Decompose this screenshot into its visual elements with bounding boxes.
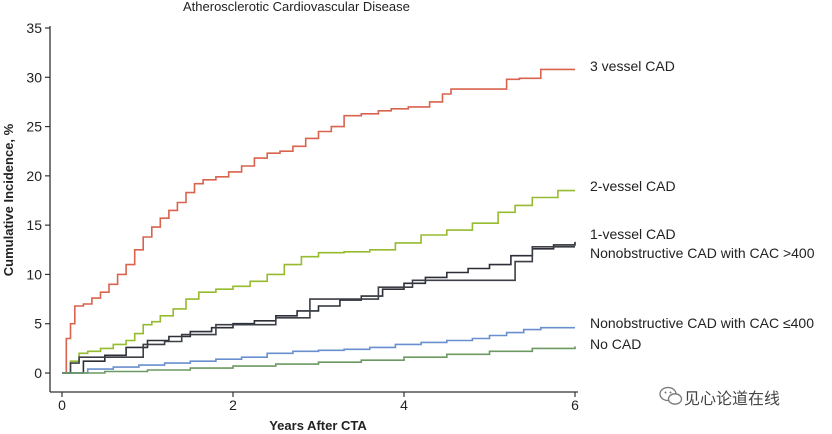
series-line-5 — [62, 346, 576, 374]
series-label-5: No CAD — [590, 336, 641, 352]
x-tick-label-3: 6 — [571, 397, 579, 413]
x-tick-label-1: 2 — [229, 397, 237, 413]
x-tick-label-2: 4 — [400, 397, 408, 413]
y-axis-label: Cumulative Incidence, % — [1, 123, 16, 276]
y-tick-label-1: 5 — [34, 316, 42, 332]
plot-area: 0 5 10 15 20 25 30 35 0 2 4 6 3 vessel CAD 2-vessel C… — [26, 20, 814, 413]
y-tick-label-2: 10 — [26, 266, 42, 282]
watermark-text: 见心论道在线 — [684, 389, 780, 408]
series-line-3 — [62, 246, 575, 374]
series-label-3: Nonobstructive CAD with CAC >400 — [590, 245, 815, 261]
series-line-2 — [62, 241, 576, 374]
wechat-icon — [659, 386, 683, 405]
y-tick-label-0: 0 — [34, 365, 42, 381]
series-line-4 — [62, 326, 575, 374]
series-label-1: 2-vessel CAD — [590, 178, 676, 194]
y-tick-label-5: 25 — [26, 119, 42, 135]
series-label-2: 1-vessel CAD — [590, 226, 676, 242]
series-line-0 — [62, 68, 575, 374]
x-tick-label-0: 0 — [58, 397, 66, 413]
series-label-4: Nonobstructive CAD with CAC ≤400 — [590, 315, 814, 331]
x-axis-label: Years After CTA — [269, 418, 367, 433]
y-tick-label-6: 30 — [26, 69, 42, 85]
y-tick-label-7: 35 — [26, 20, 42, 36]
y-tick-label-4: 20 — [26, 168, 42, 184]
chart-title: Atherosclerotic Cardiovascular Disease — [183, 0, 410, 14]
series-line-1 — [62, 189, 575, 374]
y-tick-label-3: 15 — [26, 217, 42, 233]
watermark: 见心论道在线 — [659, 386, 780, 408]
series-label-0: 3 vessel CAD — [590, 58, 675, 74]
